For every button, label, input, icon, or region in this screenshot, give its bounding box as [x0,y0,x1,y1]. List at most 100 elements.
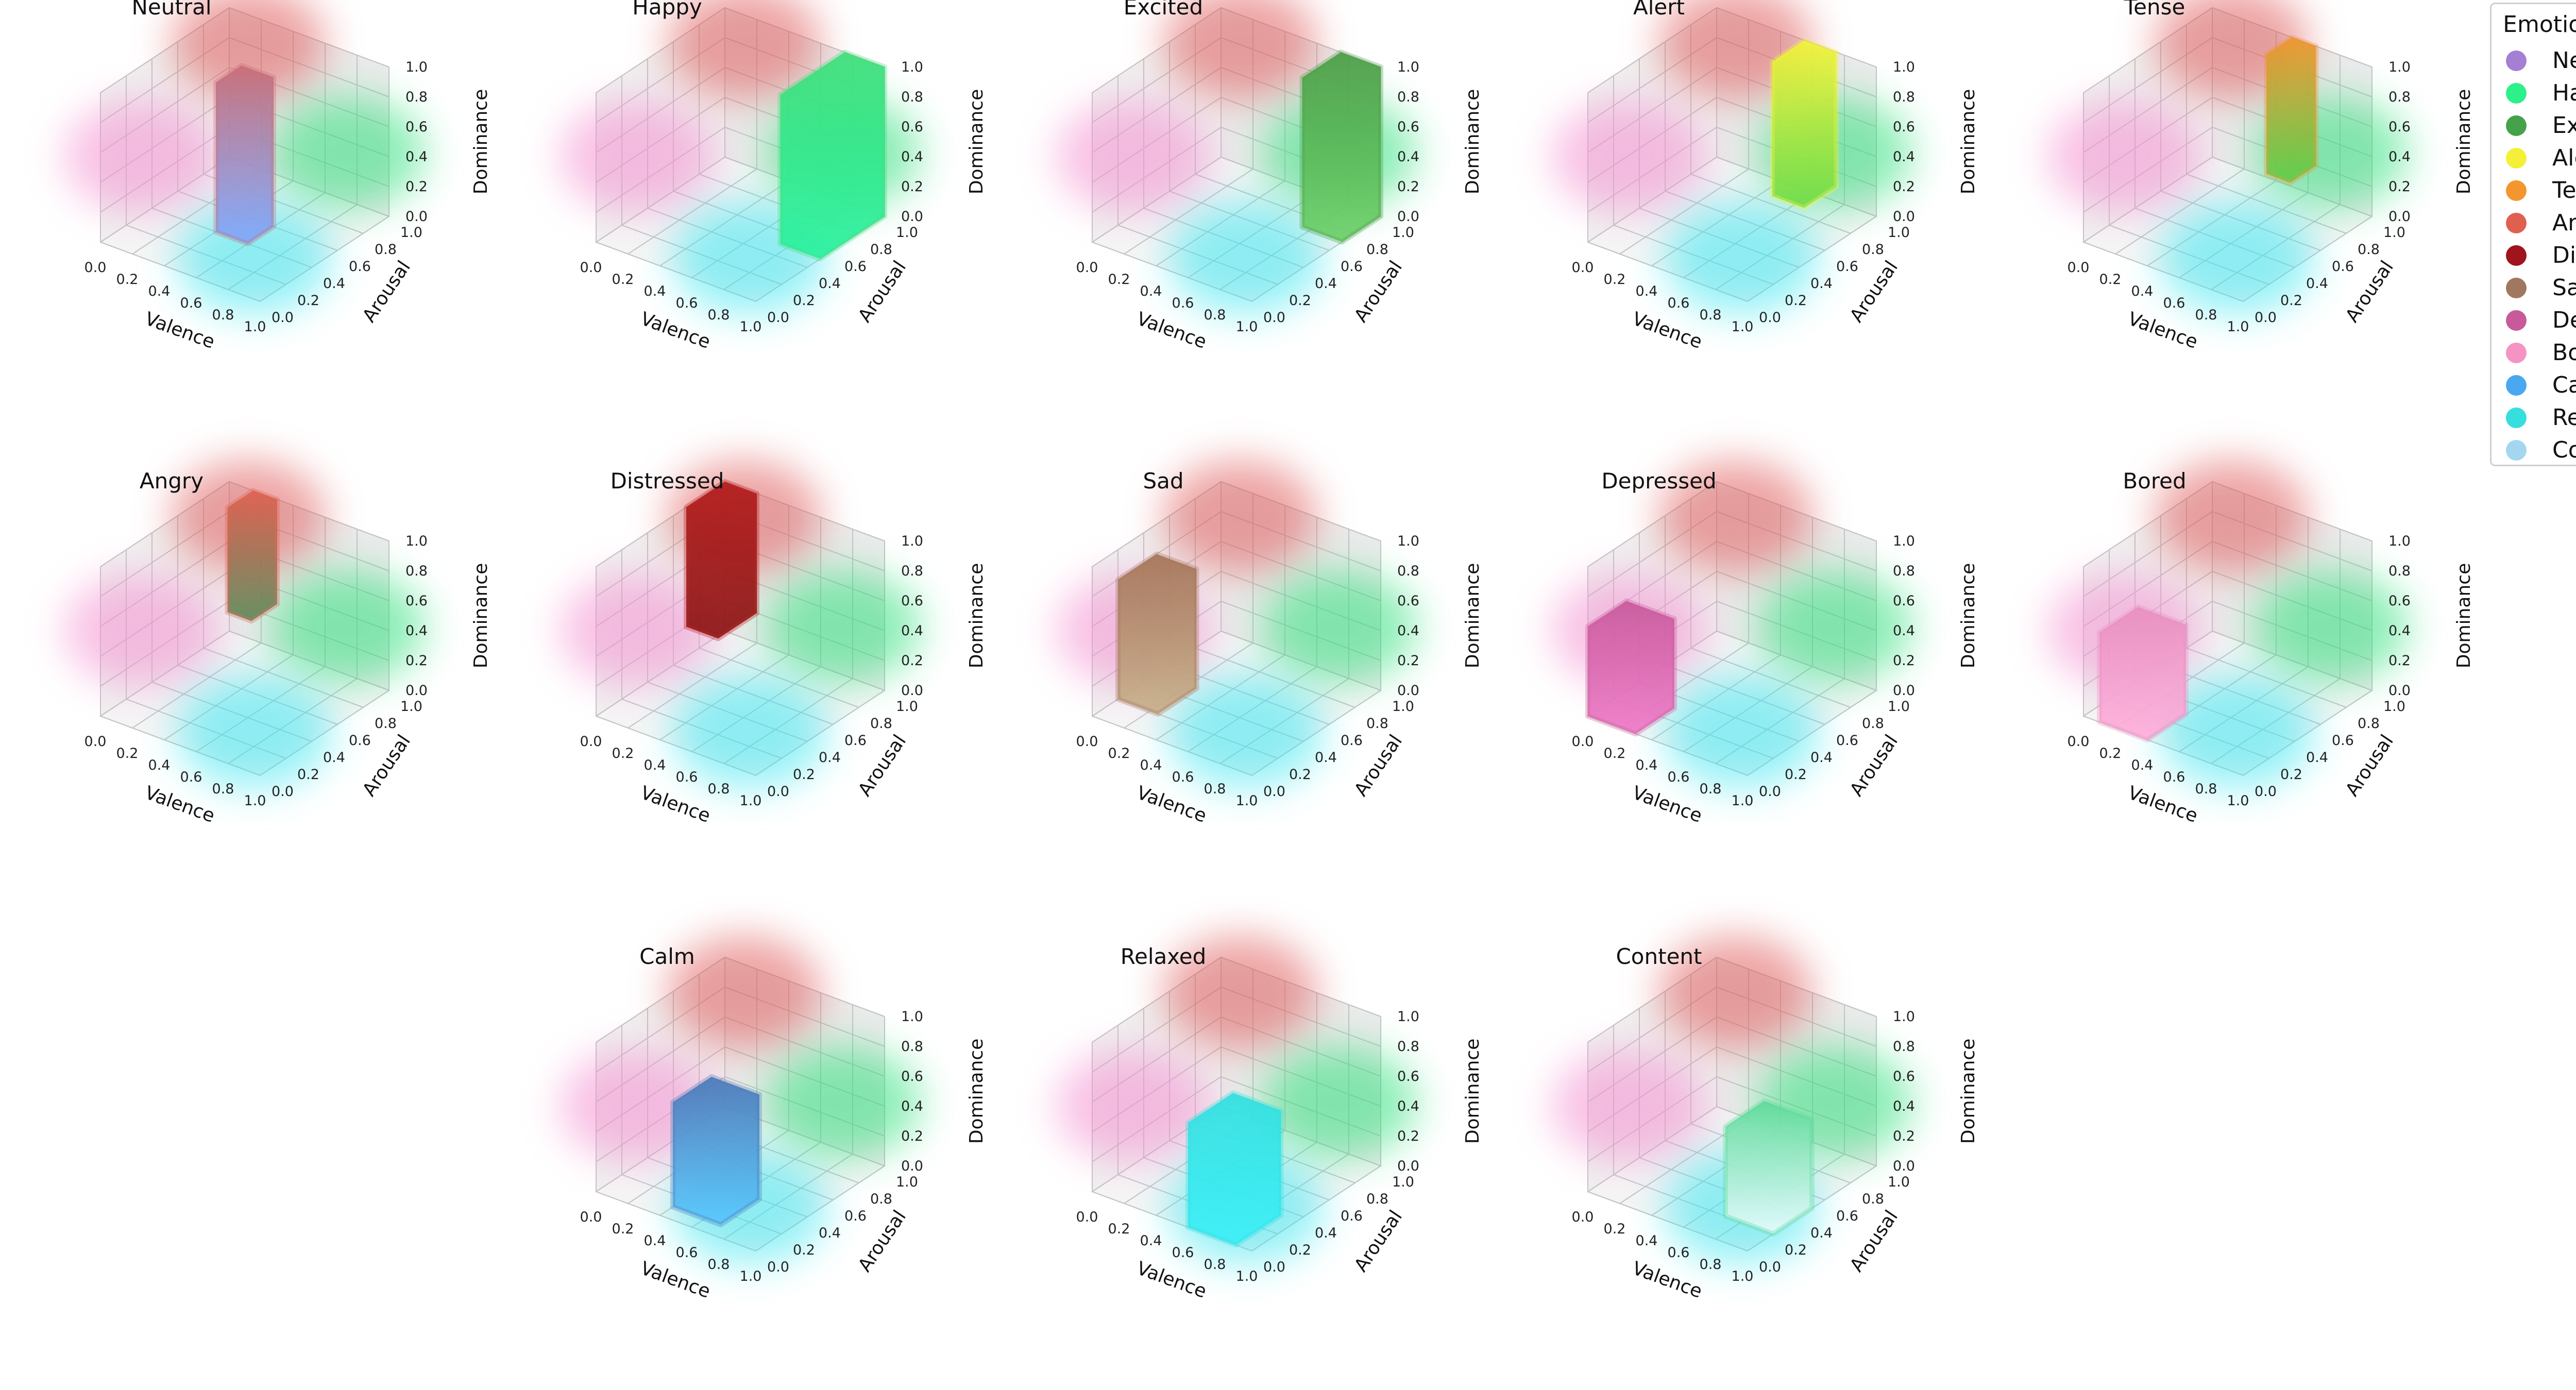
legend-item-distressed: Distressed [2506,239,2576,272]
z-tick-label: 0.4 [1893,1098,1915,1114]
region-pink [1552,1049,1707,1163]
x-axis-label: Valence [1630,308,1705,353]
z-tick-label: 0.4 [1397,623,1419,639]
tick-labels: 0.00.00.00.20.20.20.4 0.40.40.60.60.60.80… [1076,1009,1419,1284]
x-axis-label: Valence [142,308,217,353]
x-tick-label: 0.8 [708,1257,730,1273]
y-tick-label: 0.2 [297,293,319,309]
y-tick-label: 0.4 [1315,1225,1337,1241]
legend-swatch [2506,115,2527,136]
panel-title: Excited [1124,0,1203,20]
y-tick-label: 1.0 [2383,225,2405,241]
z-axis-label: Dominance [1462,563,1483,668]
z-tick-label: 1.0 [1397,1009,1419,1025]
z-tick-label: 0.2 [1893,179,1915,195]
x-tick-label: 0.8 [1204,307,1226,323]
z-tick-label: 0.4 [1397,149,1419,165]
legend-label: Sad [2552,275,2576,301]
x-tick-label: 0.2 [1604,1221,1626,1237]
y-tick-label: 0.8 [375,242,397,258]
panel-calm: 0.00.00.00.20.20.20.4 0.40.40.60.60.60.80… [561,936,987,1302]
legend-label: Distressed [2552,242,2576,268]
region-red [1658,460,1813,574]
y-tick-label: 0.2 [793,1242,815,1258]
region-green [766,570,920,684]
panel-title: Bored [2123,468,2186,494]
region-pink [1057,99,1211,213]
z-tick-label: 0.4 [901,623,923,639]
z-tick-label: 0.6 [901,119,923,135]
panel-title: Neutral [131,0,211,20]
z-tick-label: 0.2 [901,653,923,669]
legend-label: Tense [2552,177,2576,204]
z-tick-label: 0.0 [1893,683,1915,699]
region-cyan [1168,201,1323,314]
region-green [1262,570,1416,684]
z-tick-label: 0.4 [1893,149,1915,165]
x-tick-label: 0.4 [1140,757,1162,773]
legend-swatch [2506,407,2527,428]
z-tick-label: 0.0 [901,209,923,225]
x-tick-label: 0.2 [1108,1221,1130,1237]
region-cyan [2160,201,2314,314]
z-axis-label: Dominance [1462,1039,1483,1144]
y-tick-label: 0.4 [323,276,345,292]
panel-happy: 0.00.00.00.20.20.20.4 0.40.40.60.60.60.80… [561,0,987,353]
x-tick-label: 0.2 [1604,272,1626,287]
x-axis-label: Valence [638,1258,713,1302]
tick-labels: 0.00.00.00.20.20.20.4 0.40.40.60.60.60.80… [84,59,428,335]
panel-title: Relaxed [1121,944,1207,969]
z-tick-label: 0.8 [1397,89,1419,105]
legend-label: Neutral [2552,47,2576,74]
y-tick-label: 0.6 [1836,1208,1858,1224]
tick-labels: 0.00.00.00.20.20.20.4 0.40.40.60.60.60.80… [580,1009,923,1284]
y-tick-label: 0.4 [1315,276,1337,292]
region-pink [561,99,715,213]
legend-label: Relaxed [2552,404,2576,431]
x-tick-label: 0.4 [1636,1233,1658,1249]
x-axis-label: Valence [1630,782,1705,827]
tick-labels: 0.00.00.00.20.20.20.4 0.40.40.60.60.60.80… [1572,1009,1915,1284]
legend-swatch [2506,147,2527,168]
x-axis-label: Valence [638,782,713,827]
z-tick-label: 0.2 [1893,653,1915,669]
y-tick-label: 0.4 [323,750,345,766]
y-tick-label: 1.0 [896,1174,918,1190]
x-tick-label: 0.8 [1204,1257,1226,1273]
z-tick-label: 1.0 [405,59,428,75]
z-tick-label: 0.0 [1397,1158,1419,1174]
x-tick-label: 0.4 [1636,757,1658,773]
x-tick-label: 0.6 [2163,295,2185,311]
x-tick-label: 0.4 [1636,283,1658,299]
z-tick-label: 0.2 [2388,179,2411,195]
z-tick-label: 0.8 [1893,563,1915,579]
y-tick-label: 0.6 [349,259,371,275]
x-tick-label: 0.2 [1108,272,1130,287]
region-pink [561,573,715,687]
z-tick-label: 0.8 [2388,89,2411,105]
region-cyan [2160,675,2314,788]
legend-swatch [2506,375,2527,396]
emotion-block-happy [777,49,887,262]
y-tick-label: 1.0 [896,225,918,241]
z-axis-label: Dominance [2453,563,2475,668]
region-red [1163,460,1317,574]
z-tick-label: 0.6 [405,593,428,609]
tick-labels: 0.00.00.00.20.20.20.4 0.40.40.60.60.60.80… [1076,533,1419,809]
y-tick-label: 0.0 [1263,310,1285,326]
z-tick-label: 0.0 [405,683,428,699]
region-cyan [1664,201,1819,314]
x-tick-label: 1.0 [740,793,762,809]
x-tick-label: 0.0 [1076,260,1098,276]
z-tick-label: 0.0 [901,683,923,699]
z-tick-label: 0.6 [1397,593,1419,609]
x-tick-label: 1.0 [740,1268,762,1284]
legend-swatch [2506,439,2527,461]
y-tick-label: 0.2 [1785,293,1807,309]
z-tick-label: 0.6 [901,593,923,609]
y-tick-label: 0.6 [2332,733,2354,749]
region-cyan [177,201,331,314]
x-tick-label: 0.6 [1172,769,1194,785]
x-tick-label: 0.4 [1140,283,1162,299]
y-tick-label: 1.0 [1392,1174,1414,1190]
